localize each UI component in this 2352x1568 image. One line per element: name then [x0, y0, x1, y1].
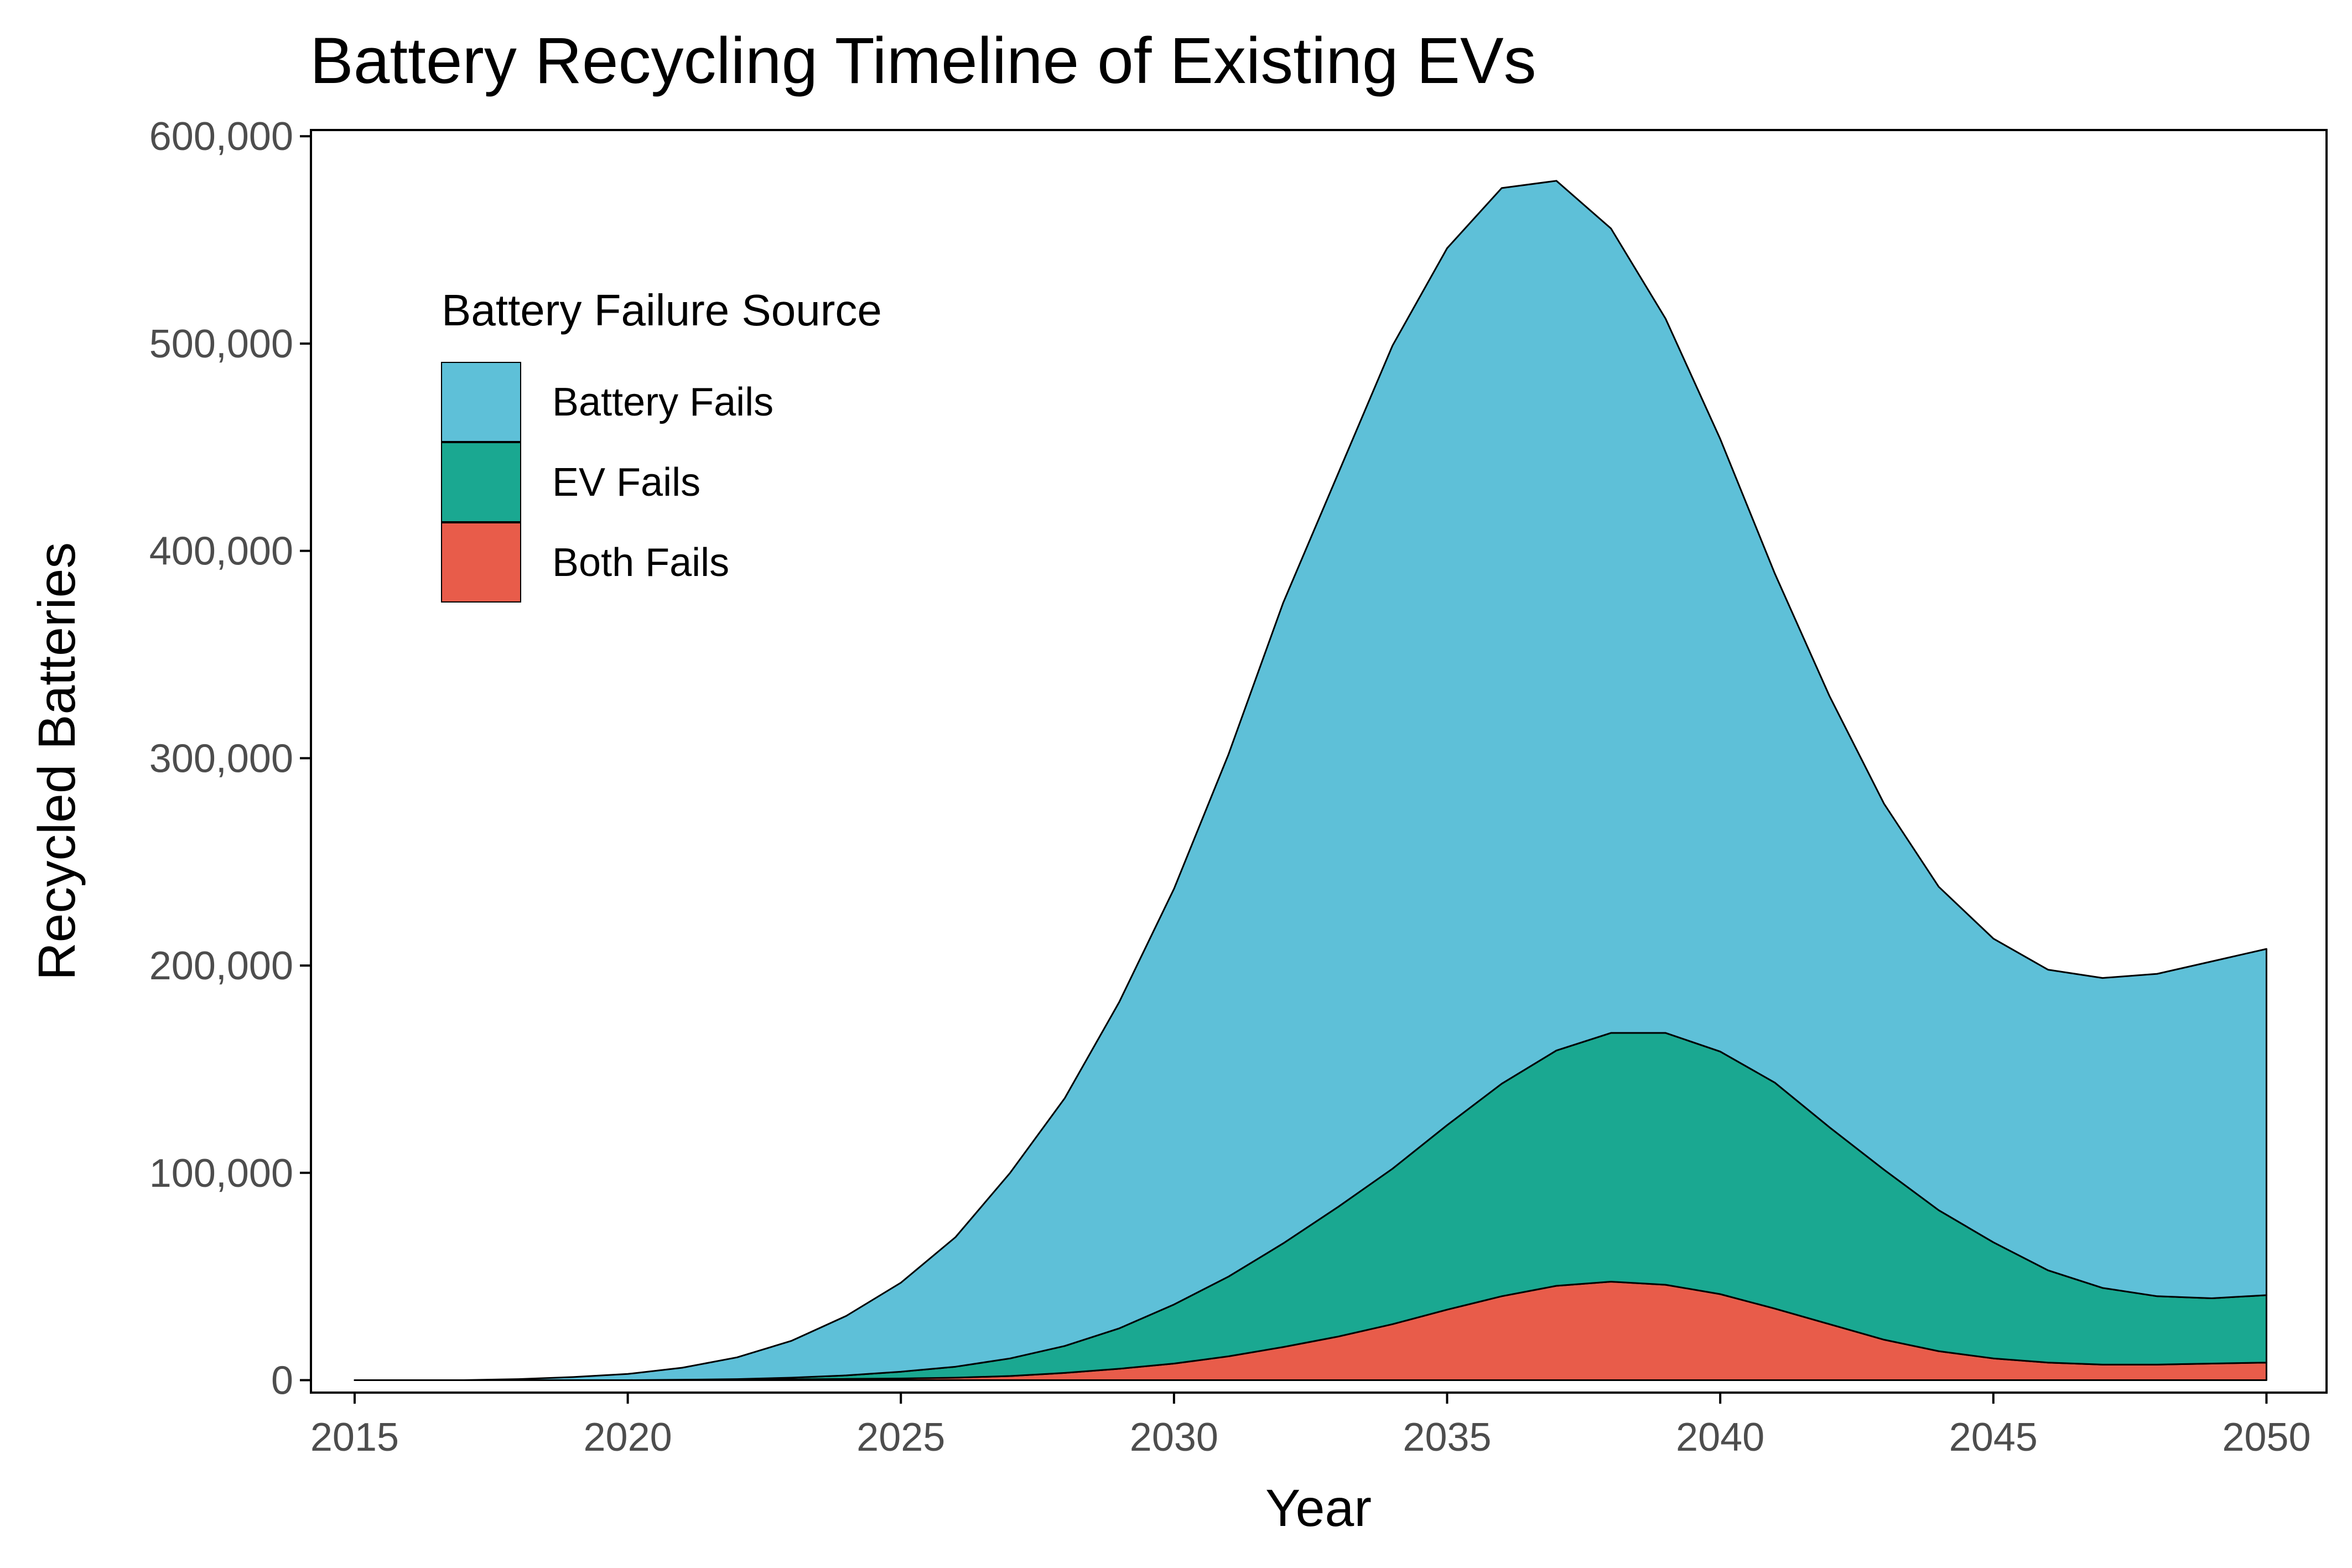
legend: Battery Failure Source Battery Fails EV F… — [441, 285, 882, 603]
y-tick-label: 0 — [271, 1359, 293, 1403]
legend-key-battery-fails — [441, 362, 521, 442]
x-axis-title: Year — [1265, 1479, 1372, 1538]
x-tick-label: 2040 — [1676, 1415, 1764, 1460]
x-axis: 2015 2020 2025 2030 2035 2040 2045 2050 — [310, 1393, 2311, 1460]
x-tick-label: 2025 — [856, 1415, 945, 1460]
y-tick-label: 100,000 — [149, 1151, 293, 1196]
legend-label-battery-fails: Battery Fails — [552, 380, 773, 424]
legend-title: Battery Failure Source — [442, 285, 882, 335]
x-tick-label: 2015 — [310, 1415, 399, 1460]
y-tick-label: 600,000 — [149, 115, 293, 159]
y-tick-label: 300,000 — [149, 736, 293, 781]
legend-label-both-fails: Both Fails — [552, 541, 729, 585]
y-tick-label: 200,000 — [149, 944, 293, 988]
plot-frame — [310, 129, 2328, 1394]
y-tick-label: 500,000 — [149, 322, 293, 366]
x-tick-label: 2045 — [1949, 1415, 2038, 1460]
x-tick-label: 2035 — [1403, 1415, 1491, 1460]
y-axis-title: Recycled Batteries — [28, 542, 86, 980]
x-tick-label: 2050 — [2222, 1415, 2311, 1460]
y-axis: 0 100,000 200,000 300,000 400,000 500,000 600,… — [149, 115, 311, 1403]
legend-key-ev-fails — [441, 442, 521, 522]
stacked-areas — [354, 180, 2267, 1381]
x-tick-label: 2030 — [1130, 1415, 1218, 1460]
legend-label-ev-fails: EV Fails — [552, 460, 700, 505]
legend-key-both-fails — [441, 522, 521, 603]
x-tick-label: 2020 — [584, 1415, 672, 1460]
chart-title: Battery Recycling Timeline of Existing E… — [310, 24, 1536, 97]
y-tick-label: 400,000 — [149, 529, 293, 574]
area-battery-fails — [354, 180, 2267, 1381]
